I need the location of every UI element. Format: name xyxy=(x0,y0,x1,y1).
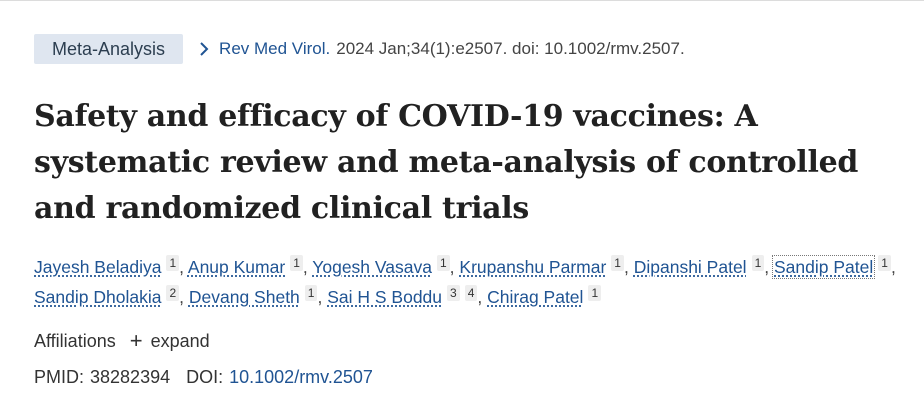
pmid-label: PMID: xyxy=(34,366,85,387)
author-item: Anup Kumar 1 xyxy=(187,255,303,277)
citation-row: Meta-Analysis Rev Med Virol. 2024 Jan;34… xyxy=(34,34,685,64)
author-item: Dipanshi Patel 1 xyxy=(633,255,765,277)
affiliation-ref[interactable]: 1 xyxy=(304,285,318,301)
author-item: Sandip Patel 1 xyxy=(771,255,891,279)
author-link[interactable]: Sandip Patel xyxy=(771,255,876,279)
top-divider xyxy=(0,0,924,1)
plus-icon: + xyxy=(129,328,143,353)
journal-link[interactable]: Rev Med Virol. xyxy=(219,39,331,58)
page-title: Safety and efficacy of COVID-19 vaccines… xyxy=(34,99,859,226)
author-item: Jayesh Beladiya 1 xyxy=(34,255,180,277)
chevron-right-icon[interactable] xyxy=(199,41,209,57)
affiliation-ref[interactable]: 1 xyxy=(166,255,180,271)
identifiers-row: PMID: 38282394 DOI: 10.1002/rmv.2507 xyxy=(34,364,373,390)
doi-link[interactable]: 10.1002/rmv.2507 xyxy=(229,366,373,387)
author-item: Devang Sheth 1 xyxy=(188,285,318,307)
author-link[interactable]: Anup Kumar xyxy=(187,257,286,277)
author-link[interactable]: Devang Sheth xyxy=(188,287,300,307)
author-item: Yogesh Vasava 1 xyxy=(312,255,450,277)
author-item: Krupanshu Parmar 1 xyxy=(459,255,624,277)
author-link[interactable]: Yogesh Vasava xyxy=(312,257,432,277)
citation-details: 2024 Jan;34(1):e2507. doi: 10.1002/rmv.2… xyxy=(336,39,685,58)
affiliation-ref[interactable]: 1 xyxy=(588,285,602,301)
author-link[interactable]: Chirag Patel xyxy=(487,287,584,307)
affiliations-label: Affiliations xyxy=(34,330,116,351)
expand-label: expand xyxy=(150,330,210,351)
affiliation-ref[interactable]: 4 xyxy=(464,285,478,301)
affiliation-ref[interactable]: 1 xyxy=(878,255,891,271)
affiliation-ref[interactable]: 1 xyxy=(611,255,624,271)
author-link[interactable]: Jayesh Beladiya xyxy=(34,257,162,277)
authors-list: Jayesh Beladiya 1, Anup Kumar 1, Yogesh Va… xyxy=(34,255,896,307)
affiliation-ref[interactable]: 1 xyxy=(436,255,450,271)
doi-label: DOI: xyxy=(186,366,224,387)
article-type-badge: Meta-Analysis xyxy=(34,34,184,64)
affiliation-ref[interactable]: 3 xyxy=(447,285,460,301)
affiliation-ref[interactable]: 1 xyxy=(290,255,303,271)
pmid-value: 38282394 xyxy=(90,366,171,387)
author-item: Sai H S Boddu 3 4 xyxy=(327,285,478,307)
author-item: Sandip Dholakia 2 xyxy=(34,285,180,307)
affiliation-ref[interactable]: 1 xyxy=(751,255,765,271)
author-link[interactable]: Dipanshi Patel xyxy=(633,257,747,277)
expand-affiliations-button[interactable]: + expand xyxy=(130,330,210,352)
affiliations-row: Affiliations + expand xyxy=(34,328,210,354)
author-link[interactable]: Sandip Dholakia xyxy=(34,287,162,307)
citation: Rev Med Virol. 2024 Jan;34(1):e2507. doi… xyxy=(199,39,685,59)
author-item: Chirag Patel 1 xyxy=(487,285,602,307)
affiliation-ref[interactable]: 2 xyxy=(166,285,180,301)
author-link[interactable]: Krupanshu Parmar xyxy=(459,257,607,277)
author-link[interactable]: Sai H S Boddu xyxy=(327,287,443,307)
